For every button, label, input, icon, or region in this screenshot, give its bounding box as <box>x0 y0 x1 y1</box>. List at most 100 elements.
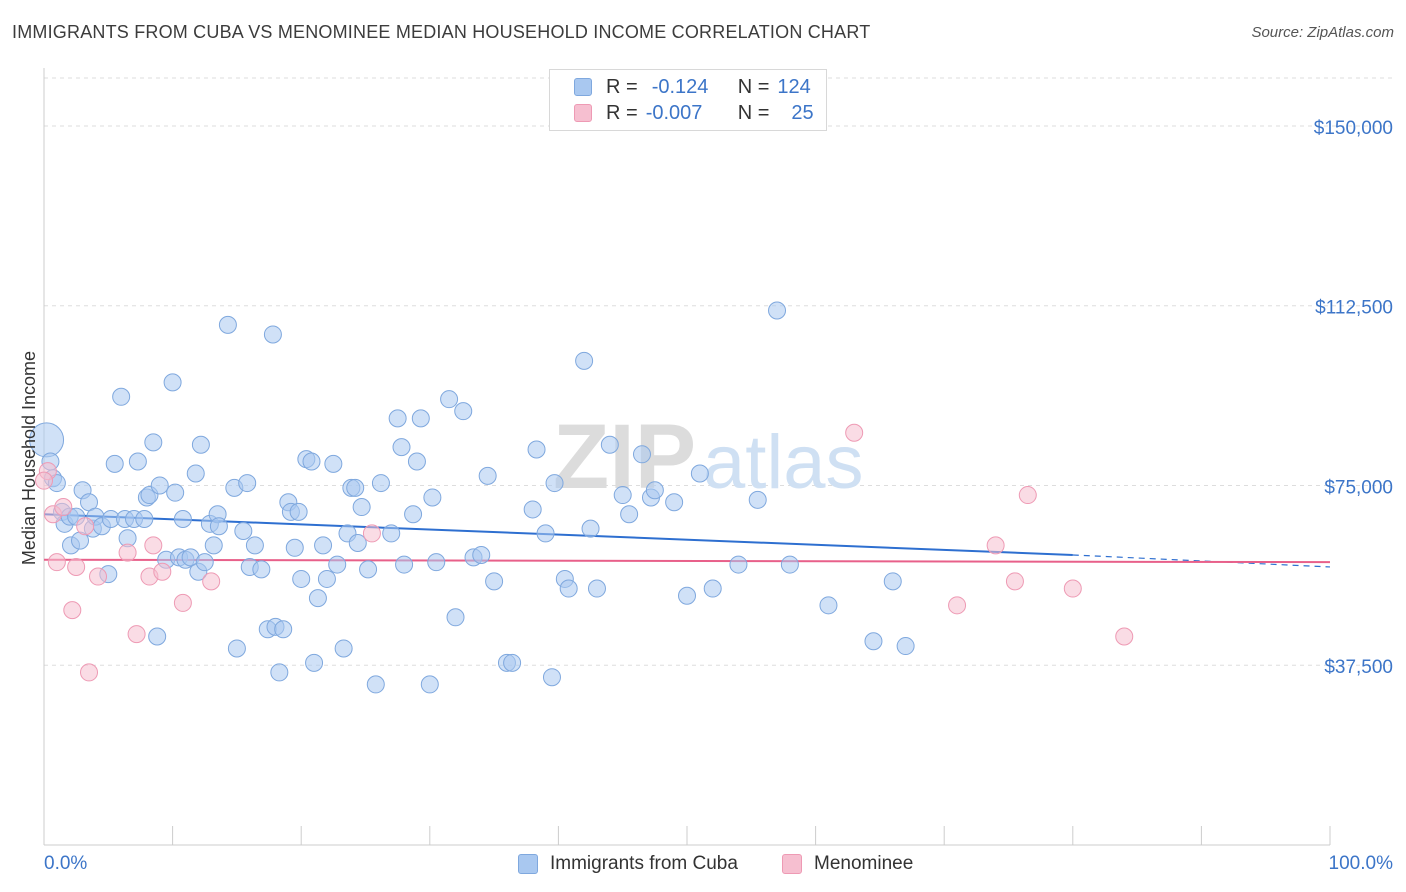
data-point-cuba <box>263 325 282 344</box>
data-point-menominee <box>54 498 73 517</box>
trend-line-cuba <box>43 513 1073 556</box>
data-point-cuba <box>503 653 522 672</box>
data-point-cuba <box>819 596 838 615</box>
data-point-menominee <box>1018 486 1037 505</box>
trend-lines <box>43 513 1331 568</box>
data-point-cuba <box>545 474 564 493</box>
data-point-menominee <box>1115 627 1134 646</box>
data-point-cuba <box>148 627 167 646</box>
data-point-cuba <box>135 510 154 529</box>
data-point-cuba <box>587 579 606 598</box>
bottom-legend-label-cuba: Immigrants from Cuba <box>550 853 738 874</box>
data-point-cuba <box>440 390 459 409</box>
data-point-menominee <box>173 593 192 612</box>
data-point-cuba <box>218 315 237 334</box>
data-point-cuba <box>209 517 228 536</box>
data-point-menominee <box>118 543 137 562</box>
legend-r-label: R = <box>606 75 638 98</box>
data-point-cuba <box>270 663 289 682</box>
data-point-cuba <box>308 589 327 608</box>
data-point-cuba <box>195 553 214 572</box>
data-point-cuba <box>292 569 311 588</box>
data-point-menominee <box>127 625 146 644</box>
data-point-cuba <box>395 555 414 574</box>
trend-line-cuba-extension <box>1072 554 1331 568</box>
data-point-menominee <box>1005 572 1024 591</box>
trend-line-menominee <box>43 558 1331 564</box>
bottom-legend-label-menominee: Menominee <box>814 853 914 874</box>
legend-r-value: -0.007 <box>645 101 703 124</box>
data-point-cuba <box>454 402 473 421</box>
data-point-cuba <box>407 452 426 471</box>
data-point-menominee <box>948 596 967 615</box>
data-point-menominee <box>76 517 95 536</box>
x-tick-label: 0.0% <box>44 853 87 874</box>
data-point-cuba <box>234 522 253 541</box>
data-point-cuba <box>166 483 185 502</box>
legend-row-menominee: R = -0.007 N = 25 <box>574 101 814 125</box>
data-point-cuba <box>404 505 423 524</box>
chart-title: IMMIGRANTS FROM CUBA VS MENOMINEE MEDIAN… <box>12 22 871 42</box>
data-point-cuba <box>359 560 378 579</box>
legend-n-value: 25 <box>791 101 814 124</box>
data-point-cuba <box>665 493 684 512</box>
data-point-cuba <box>371 474 390 493</box>
data-point-cuba <box>352 498 371 517</box>
axis-labels: $37,500 $75,000 $112,500 $150,000 0.0% 100.0%… <box>19 118 1393 874</box>
y-tick-label: $150,000 <box>1314 118 1393 139</box>
data-point-menominee <box>845 423 864 442</box>
data-point-menominee <box>144 536 163 555</box>
legend-r-label: R = <box>606 101 638 124</box>
y-tick-label: $112,500 <box>1315 298 1393 319</box>
data-point-menominee <box>63 601 82 620</box>
data-point-cuba <box>314 536 333 555</box>
data-point-cuba <box>423 488 442 507</box>
data-point-cuba <box>173 510 192 529</box>
data-point-cuba <box>392 438 411 457</box>
data-point-cuba <box>163 373 182 392</box>
data-point-cuba <box>559 579 578 598</box>
data-point-cuba <box>411 409 430 428</box>
legend-n-value: 124 <box>777 75 811 98</box>
data-point-cuba <box>472 545 491 564</box>
data-point-cuba <box>274 620 293 639</box>
data-point-cuba <box>191 435 210 454</box>
data-point-cuba <box>581 519 600 538</box>
correlation-legend: R = -0.124 N = 124 R = -0.007 N = 25 <box>549 69 827 131</box>
bottom-legend-swatch-menominee <box>782 854 802 874</box>
data-point-cuba <box>883 572 902 591</box>
data-point-menominee <box>35 471 53 490</box>
y-axis-label: Median Household Income <box>19 351 39 565</box>
data-point-cuba <box>864 632 883 651</box>
data-point-cuba <box>324 454 343 473</box>
data-point-cuba <box>144 433 163 452</box>
data-point-cuba <box>427 553 446 572</box>
data-point-cuba <box>245 536 264 555</box>
data-point-cuba <box>690 464 709 483</box>
data-point-cuba <box>366 675 385 694</box>
data-point-cuba <box>729 555 748 574</box>
watermark-atlas: atlas <box>703 420 864 505</box>
data-point-cuba <box>748 490 767 509</box>
data-point-cuba <box>227 639 246 658</box>
data-point-menominee <box>202 572 221 591</box>
data-point-cuba <box>238 474 257 493</box>
data-point-cuba <box>346 478 365 497</box>
legend-swatch-cuba <box>574 78 592 96</box>
data-point-cuba <box>485 572 504 591</box>
data-point-menominee <box>89 567 108 586</box>
data-point-cuba <box>112 387 131 406</box>
bottom-legend-menominee: Menominee <box>782 851 913 877</box>
legend-n-label: N = <box>737 101 770 124</box>
data-point-cuba <box>285 538 304 557</box>
data-point-cuba <box>613 486 632 505</box>
gridlines <box>44 77 1395 666</box>
data-point-menominee <box>80 663 99 682</box>
data-point-cuba <box>382 524 401 543</box>
series-cuba-points <box>29 301 915 694</box>
data-point-cuba <box>600 435 619 454</box>
data-point-cuba <box>527 440 546 459</box>
data-point-cuba <box>186 464 205 483</box>
bottom-legend-cuba: Immigrants from Cuba <box>518 851 738 877</box>
